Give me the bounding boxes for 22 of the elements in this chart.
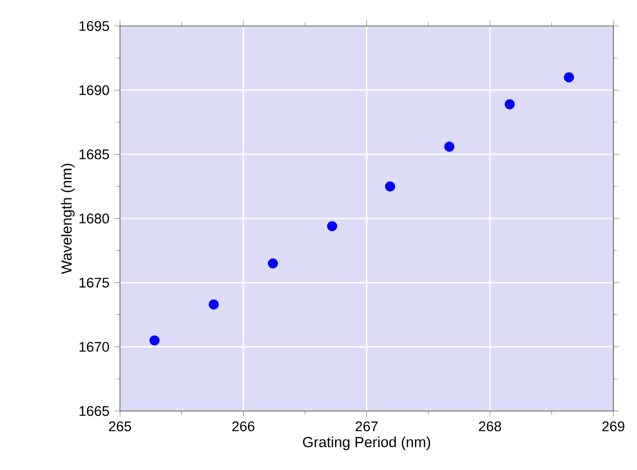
y-axis-title: Wavelength (nm) [60, 164, 75, 274]
point [385, 181, 396, 192]
point [564, 72, 574, 82]
point [208, 299, 219, 310]
y-tick-label: 1695 [80, 21, 109, 31]
y-tick-label: 1675 [80, 278, 109, 288]
x-axis-title: Grating Period (nm) [303, 436, 430, 450]
y-tick-label: 1670 [80, 342, 110, 352]
y-tick-label: 1680 [80, 214, 110, 224]
point [327, 221, 338, 232]
point [444, 142, 454, 152]
x-tick-label: 269 [602, 421, 624, 432]
y-tick-label: 1665 [80, 406, 109, 416]
point [149, 335, 160, 346]
x-tick-label: 268 [479, 421, 502, 432]
x-tick-label: 266 [232, 421, 254, 432]
x-tick-label: 265 [109, 421, 132, 432]
x-tick-label: 267 [356, 421, 378, 432]
point [268, 258, 278, 268]
point [504, 99, 515, 110]
y-tick-label: 1685 [80, 149, 109, 160]
y-tick-label: 1690 [80, 85, 110, 96]
